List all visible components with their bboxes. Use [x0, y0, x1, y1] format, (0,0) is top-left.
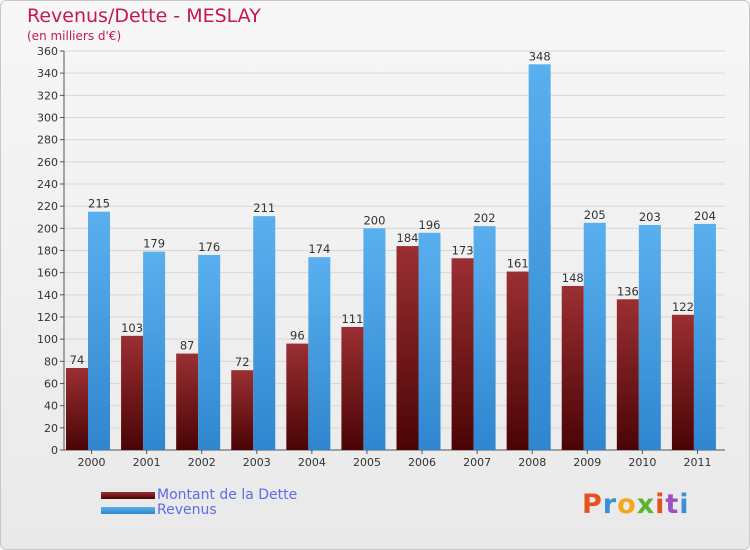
legend-swatch-dette [101, 491, 155, 499]
y-tick-label-360: 360 [37, 45, 58, 58]
data-label-dette-2006: 184 [397, 231, 419, 245]
proxiti-logo-letter: P [582, 489, 603, 520]
x-tick-label-2009: 2009 [573, 456, 601, 469]
bar-revenus-2008 [528, 64, 551, 451]
x-tick-label-2000: 2000 [78, 456, 106, 469]
bar-dette-2009 [561, 285, 584, 450]
data-label-revenus-2000: 215 [88, 197, 110, 211]
bar-revenus-2009 [583, 222, 606, 450]
bar-dette-2010 [616, 299, 639, 450]
x-tick-label-2010: 2010 [628, 456, 656, 469]
proxiti-logo-letter: i [655, 489, 666, 520]
data-label-revenus-2003: 211 [253, 201, 275, 215]
y-tick-label-100: 100 [37, 333, 58, 346]
bar-revenus-2005 [363, 228, 386, 450]
y-tick-label-320: 320 [37, 89, 58, 102]
y-tick-label-140: 140 [37, 289, 58, 302]
data-label-dette-2004: 96 [290, 329, 305, 343]
x-tick-label-2005: 2005 [353, 456, 381, 469]
data-label-dette-2000: 74 [70, 353, 85, 367]
y-tick-label-160: 160 [37, 267, 58, 280]
bar-dette-2002 [176, 353, 199, 450]
proxiti-logo-letter: r [602, 489, 618, 520]
legend-label-revenus: Revenus [157, 502, 217, 518]
data-label-dette-2005: 111 [341, 312, 363, 326]
data-label-revenus-2002: 176 [198, 240, 220, 254]
proxiti-logo-letter: t [665, 489, 680, 520]
bar-revenus-2010 [638, 225, 661, 450]
bar-dette-2004 [286, 343, 309, 450]
y-tick-label-260: 260 [37, 156, 58, 169]
chart-title: Revenus/Dette - MESLAY [27, 5, 261, 27]
legend-swatch-revenus [101, 506, 155, 514]
bar-revenus-2006 [418, 232, 441, 450]
data-label-dette-2011: 122 [672, 300, 694, 314]
bar-revenus-2001 [143, 251, 166, 450]
bar-dette-2011 [671, 314, 694, 450]
bar-dette-2007 [451, 258, 474, 450]
data-label-revenus-2007: 202 [474, 211, 496, 225]
chart-subtitle: (en milliers d'€) [27, 29, 122, 43]
data-label-dette-2001: 103 [121, 321, 143, 335]
y-tick-label-220: 220 [37, 200, 58, 213]
proxiti-logo-letter: o [617, 489, 637, 520]
bar-dette-2003 [231, 370, 254, 450]
data-label-dette-2008: 161 [507, 257, 529, 271]
data-label-revenus-2005: 200 [363, 213, 385, 227]
data-label-revenus-2011: 204 [694, 209, 716, 223]
data-label-dette-2002: 87 [180, 339, 195, 353]
data-label-revenus-2001: 179 [143, 237, 165, 251]
y-tick-label-300: 300 [37, 112, 58, 125]
y-tick-label-280: 280 [37, 134, 58, 147]
proxiti-logo: Proxiti [582, 489, 690, 520]
bar-dette-2001 [121, 335, 144, 450]
y-tick-label-0: 0 [51, 444, 58, 457]
x-tick-label-2007: 2007 [463, 456, 491, 469]
data-label-revenus-2009: 205 [584, 208, 606, 222]
x-tick-label-2006: 2006 [408, 456, 436, 469]
legend-item-dette: Montant de la Dette [101, 487, 298, 503]
data-label-dette-2007: 173 [452, 243, 474, 257]
x-tick-label-2002: 2002 [188, 456, 216, 469]
data-label-dette-2010: 136 [617, 284, 639, 298]
x-tick-label-2001: 2001 [133, 456, 161, 469]
y-tick-label-20: 20 [44, 422, 58, 435]
bar-dette-2005 [341, 326, 364, 450]
bar-revenus-2000 [88, 211, 110, 450]
bar-revenus-2007 [473, 226, 496, 450]
y-tick-label-120: 120 [37, 311, 58, 324]
y-tick-label-60: 60 [44, 378, 58, 391]
y-tick-label-180: 180 [37, 245, 58, 258]
y-tick-label-40: 40 [44, 400, 58, 413]
data-label-revenus-2004: 174 [308, 242, 330, 256]
proxiti-logo-letter: i [679, 489, 690, 520]
legend-item-revenus: Revenus [101, 502, 217, 518]
bar-dette-2000 [66, 367, 88, 450]
x-tick-label-2011: 2011 [683, 456, 711, 469]
y-tick-label-80: 80 [44, 355, 58, 368]
x-tick-label-2008: 2008 [518, 456, 546, 469]
bar-dette-2008 [506, 271, 529, 450]
y-tick-label-240: 240 [37, 178, 58, 191]
bar-revenus-2003 [253, 216, 276, 450]
legend-label-dette: Montant de la Dette [157, 487, 298, 503]
data-label-revenus-2008: 348 [529, 49, 551, 63]
x-tick-label-2003: 2003 [243, 456, 271, 469]
data-label-revenus-2006: 196 [419, 218, 441, 232]
bar-dette-2006 [396, 246, 419, 450]
proxiti-logo-letter: x [636, 489, 656, 520]
bar-revenus-2004 [308, 257, 331, 450]
y-tick-label-340: 340 [37, 67, 58, 80]
bar-revenus-2002 [198, 254, 221, 450]
bar-revenus-2011 [693, 223, 716, 450]
data-label-revenus-2010: 203 [639, 210, 661, 224]
data-label-dette-2003: 72 [235, 355, 250, 369]
data-label-dette-2009: 148 [562, 271, 584, 285]
x-tick-label-2004: 2004 [298, 456, 326, 469]
y-tick-label-200: 200 [37, 222, 58, 235]
